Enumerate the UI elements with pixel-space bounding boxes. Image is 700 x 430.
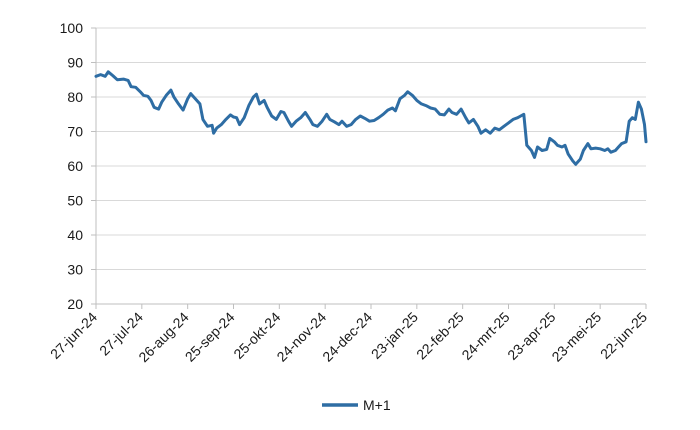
x-tick-label: 23-jan-25	[368, 309, 421, 362]
x-tick-label: 24-dec-24	[319, 309, 375, 365]
x-tick-label: 25-sep-24	[182, 309, 238, 365]
x-tick-label: 24-mrt-25	[458, 309, 512, 363]
y-tick-label: 60	[67, 158, 83, 174]
x-axis-ticks: 27-jun-2427-jul-2426-aug-2425-sep-2425-o…	[47, 304, 650, 365]
x-tick-label: 23-mei-25	[548, 309, 604, 365]
legend-label-m1: M+1	[363, 397, 391, 413]
y-tick-label: 30	[67, 262, 83, 278]
y-tick-label: 100	[60, 20, 84, 36]
y-axis-ticks: 20 30 40 50 60 70 80 90 100	[60, 20, 96, 312]
y-tick-label: 70	[67, 124, 83, 140]
y-tick-label: 50	[67, 193, 83, 209]
x-tick-label: 26-aug-24	[135, 309, 192, 366]
legend: M+1	[322, 397, 391, 413]
gridlines	[96, 27, 646, 270]
x-tick-label: 22-feb-25	[413, 309, 467, 363]
y-tick-label: 90	[67, 55, 83, 71]
series-line-m1	[94, 70, 648, 166]
x-tick-label: 22-jun-25	[597, 309, 650, 362]
x-tick-label: 27-jun-24	[47, 309, 100, 362]
y-tick-label: 80	[67, 89, 83, 105]
y-tick-label: 40	[67, 227, 83, 243]
y-tick-label: 20	[67, 296, 83, 312]
series-group	[94, 70, 648, 166]
